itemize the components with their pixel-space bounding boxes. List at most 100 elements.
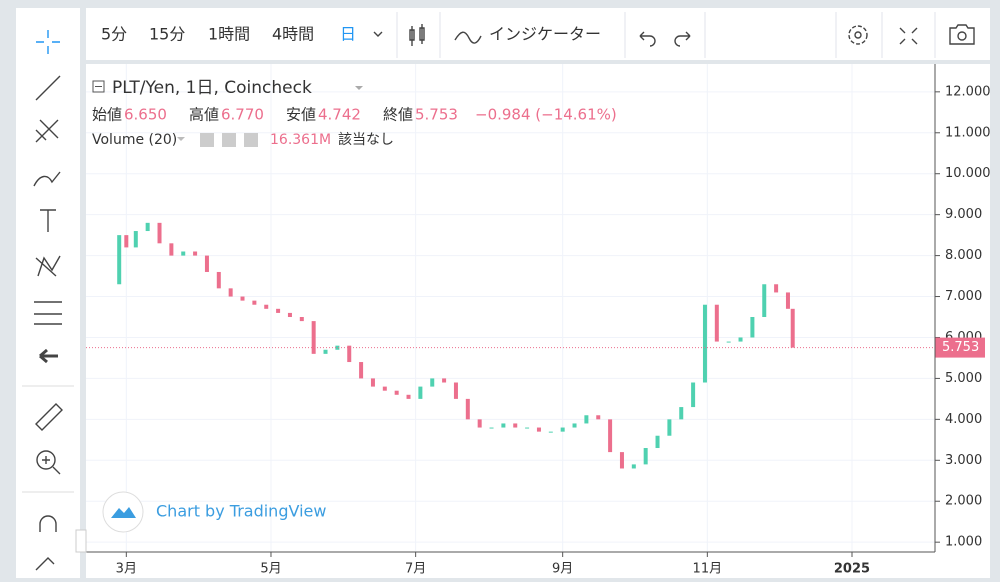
candle [631,464,636,469]
ohlc-label: 終値 [383,106,413,124]
candle [714,304,719,342]
candle [216,271,221,289]
y-tick-label: 2.000 [945,494,982,509]
candle [124,235,129,248]
volume-dropdown[interactable] [177,137,185,141]
ohlc-value: 4.742 [318,106,361,124]
candle [252,300,257,305]
y-tick-label: 11.000 [945,125,991,140]
collapse-button[interactable] [92,80,105,93]
volume-value: 16.361M [270,132,331,148]
candle [264,304,269,309]
fullscreen-button[interactable] [899,27,918,45]
candle [785,292,790,309]
candle [774,284,779,293]
candle [679,407,684,420]
candle [738,337,743,342]
y-tick-label: 5.000 [945,371,982,386]
candle [430,378,435,387]
candle [117,235,122,285]
candle [619,452,624,469]
candle [560,427,565,432]
change-value: −0.984 (−14.61%) [475,106,617,124]
camera-lens [957,31,967,41]
x-tick-label: 9月 [552,562,573,577]
volume-remove[interactable] [244,133,258,147]
interval-dropdown[interactable] [373,31,383,37]
y-tick-label: 1.000 [945,535,982,550]
chart-panel [86,64,990,578]
candle [643,448,648,465]
candle [667,419,672,436]
interval-button[interactable]: 日 [340,25,356,44]
candle [276,308,281,313]
ohlc-legend: 始値 6.650 高値 6.770 安値 4.742 終値 5.753 −0.984 (−14.… [92,106,617,124]
top-toolbar [86,8,990,60]
settings-icon [854,31,862,39]
candle [536,427,541,432]
ohlc-label: 高値 [189,106,219,124]
x-tick-label: 11月 [693,562,723,577]
interval-button[interactable]: 1時間 [208,25,250,44]
ohlc-value: 6.650 [124,106,167,124]
candle [489,427,494,429]
x-tick-label: 5月 [260,562,281,577]
y-tick-label: 9.000 [945,207,982,222]
last-price-label: 5.753 [942,340,979,355]
scroll-handle[interactable] [75,529,87,553]
x-tick-label: 2025 [834,562,870,577]
candle [382,386,387,391]
volume-hide[interactable] [200,133,214,147]
candle [370,378,375,387]
interval-button[interactable]: 15分 [149,25,185,44]
chart-style-button[interactable] [409,24,425,46]
ohlc-value: 5.753 [415,106,458,124]
candle [347,345,352,363]
candle [418,386,423,399]
volume-status: 該当なし [338,132,394,148]
y-tick-label: 8.000 [945,248,982,263]
candle [572,423,577,428]
drawing-tools[interactable] [33,30,63,571]
plot: 1.0002.0003.0004.0005.0006.0007.0008.000… [86,64,991,577]
interval-button[interactable]: 5分 [101,25,127,44]
y-tick-label: 3.000 [945,453,982,468]
drawing-toolbar [16,8,80,578]
candle [790,308,795,348]
symbol-dropdown[interactable] [355,86,363,90]
candle [204,255,209,272]
candle [548,431,553,433]
candle [453,382,458,399]
candle [762,284,767,318]
y-tick-label: 7.000 [945,289,982,304]
redo-button[interactable] [674,31,691,47]
volume-name: Volume (20) [92,132,177,148]
indicators-button[interactable]: インジケーター [489,25,601,44]
candle [702,304,707,383]
volume-settings[interactable] [222,133,236,147]
x-tick-label: 7月 [405,562,426,577]
undo-button[interactable] [639,31,656,47]
screenshot-button[interactable] [949,24,975,45]
indicator-icon [454,31,482,44]
candle [513,423,518,428]
interval-group: 5分 15分 1時間 4時間 日 [101,25,356,44]
candle [299,317,304,322]
symbol-title[interactable]: PLT/Yen, 1日, Coincheck [112,78,312,98]
interval-button[interactable]: 4時間 [272,25,314,44]
y-tick-label: 12.000 [945,84,991,99]
candle [133,231,138,248]
candle [584,415,589,424]
candle [181,251,186,256]
watermark[interactable]: Chart by TradingView [156,502,326,521]
candle [394,390,399,395]
last-price-box [935,337,985,358]
candle [145,222,150,232]
candle [596,415,601,420]
ohlc-label: 安値 [286,106,316,124]
settings-button[interactable] [848,25,868,45]
candle [726,341,731,343]
candle [655,435,660,449]
candle [750,317,755,338]
